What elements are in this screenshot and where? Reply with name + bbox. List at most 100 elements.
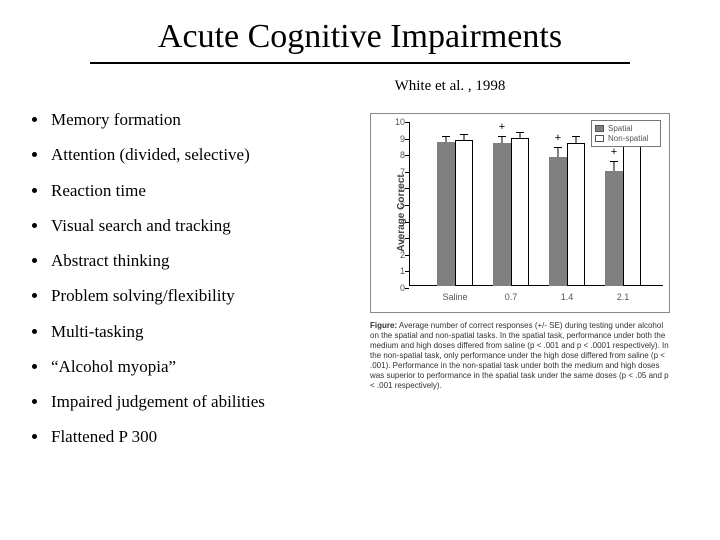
bullet-item: Attention (divided, selective) [32, 144, 360, 165]
bullet-item: Memory formation [32, 109, 360, 130]
error-cap [572, 136, 580, 137]
y-tick-label: 7 [387, 167, 405, 177]
error-cap [460, 134, 468, 135]
error-bar [464, 135, 465, 140]
y-tick-label: 2 [387, 250, 405, 260]
x-tick-label: 0.7 [505, 292, 518, 302]
bullet-item: Problem solving/flexibility [32, 285, 360, 306]
y-tick [405, 238, 409, 239]
y-tick-label: 9 [387, 134, 405, 144]
bullet-text: Memory formation [51, 109, 181, 130]
slide: Acute Cognitive Impairments White et al.… [0, 0, 720, 540]
bar [493, 143, 511, 286]
y-tick-label: 4 [387, 217, 405, 227]
error-bar [502, 137, 503, 144]
bullet-text: Attention (divided, selective) [51, 144, 250, 165]
y-tick [405, 139, 409, 140]
bullet-item: Visual search and tracking [32, 215, 360, 236]
bullet-item: Flattened P 300 [32, 426, 360, 447]
error-bar [446, 137, 447, 142]
error-cap [498, 136, 506, 137]
legend-label: Spatial [608, 124, 632, 133]
y-tick [405, 188, 409, 189]
bullet-text: Impaired judgement of abilities [51, 391, 265, 412]
bullet-dot-icon [32, 329, 37, 334]
bullet-list: Memory formation Attention (divided, sele… [30, 109, 360, 448]
y-tick [405, 122, 409, 123]
bar-chart: Average Correct +++* SpatialNon-spatial … [370, 113, 670, 313]
x-tick-label: Saline [442, 292, 467, 302]
bar [623, 145, 641, 286]
legend-swatch-icon [595, 125, 604, 132]
y-tick-label: 0 [387, 283, 405, 293]
y-tick-label: 8 [387, 150, 405, 160]
y-tick [405, 155, 409, 156]
significance-marker: + [499, 121, 505, 133]
bar [437, 142, 455, 286]
bullet-dot-icon [32, 117, 37, 122]
bullet-dot-icon [32, 364, 37, 369]
bullet-text: Multi-tasking [51, 321, 144, 342]
error-cap [554, 147, 562, 148]
content-row: Memory formation Attention (divided, sele… [30, 109, 690, 462]
bullet-dot-icon [32, 152, 37, 157]
bullet-dot-icon [32, 258, 37, 263]
y-tick [405, 271, 409, 272]
bullet-dot-icon [32, 399, 37, 404]
page-title: Acute Cognitive Impairments [30, 18, 690, 56]
y-tick [405, 255, 409, 256]
error-bar [520, 133, 521, 138]
chart-legend: SpatialNon-spatial [591, 120, 661, 147]
citation: White et al. , 1998 [120, 78, 720, 95]
bar [511, 138, 529, 286]
bar [455, 140, 473, 286]
bullet-text: Reaction time [51, 180, 146, 201]
y-tick [405, 172, 409, 173]
title-underline [90, 62, 630, 64]
chart-caption: Figure: Average number of correct respon… [370, 321, 670, 391]
error-cap [516, 132, 524, 133]
bullet-text: Flattened P 300 [51, 426, 157, 447]
bar [549, 157, 567, 286]
y-tick [405, 288, 409, 289]
significance-marker: + [555, 132, 561, 144]
error-bar [614, 162, 615, 172]
legend-label: Non-spatial [608, 134, 648, 143]
y-tick [405, 222, 409, 223]
bar [567, 143, 585, 286]
y-tick-label: 3 [387, 233, 405, 243]
bullet-text: “Alcohol myopia” [51, 356, 176, 377]
bullet-text: Problem solving/flexibility [51, 285, 235, 306]
bullet-dot-icon [32, 434, 37, 439]
legend-item: Non-spatial [595, 134, 657, 143]
bullet-list-column: Memory formation Attention (divided, sele… [30, 109, 360, 462]
bullet-dot-icon [32, 223, 37, 228]
y-axis [409, 122, 410, 286]
bullet-dot-icon [32, 293, 37, 298]
bar [605, 171, 623, 286]
legend-swatch-icon [595, 135, 604, 142]
bullet-text: Abstract thinking [51, 250, 170, 271]
y-tick-label: 5 [387, 200, 405, 210]
chart-column: Average Correct +++* SpatialNon-spatial … [360, 109, 690, 462]
bullet-dot-icon [32, 188, 37, 193]
x-tick-label: 2.1 [617, 292, 630, 302]
caption-text: Average number of correct responses (+/-… [370, 321, 669, 390]
bullet-item: “Alcohol myopia” [32, 356, 360, 377]
y-tick [405, 205, 409, 206]
bullet-item: Multi-tasking [32, 321, 360, 342]
error-bar [576, 137, 577, 144]
bullet-text: Visual search and tracking [51, 215, 231, 236]
error-bar [558, 148, 559, 156]
bullet-item: Impaired judgement of abilities [32, 391, 360, 412]
y-tick-label: 10 [387, 117, 405, 127]
caption-label: Figure: [370, 321, 397, 330]
significance-marker: + [611, 146, 617, 158]
legend-item: Spatial [595, 124, 657, 133]
error-cap [442, 136, 450, 137]
bullet-item: Reaction time [32, 180, 360, 201]
y-tick-label: 1 [387, 266, 405, 276]
y-tick-label: 6 [387, 183, 405, 193]
x-tick-label: 1.4 [561, 292, 574, 302]
error-cap [610, 161, 618, 162]
